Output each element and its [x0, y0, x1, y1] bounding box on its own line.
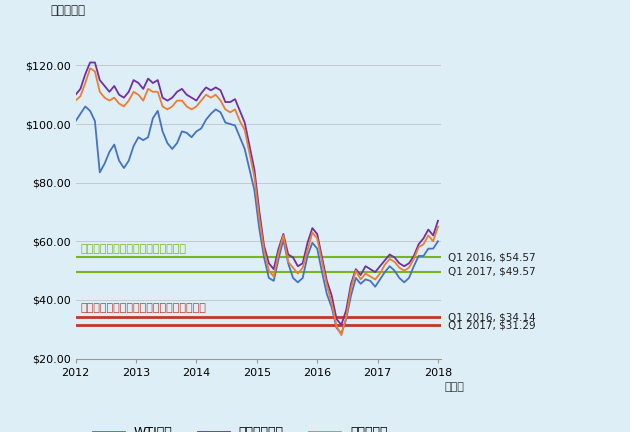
Text: 新規掘削坑井の損益分岐点原油価格: 新規掘削坑井の損益分岐点原油価格	[81, 244, 186, 254]
Text: Q1 2016, $54.57: Q1 2016, $54.57	[448, 252, 536, 262]
Text: Q1 2017, $31.29: Q1 2017, $31.29	[448, 321, 536, 330]
Text: 生産井の操業費をカバーできる限界コスト: 生産井の操業費をカバーできる限界コスト	[81, 303, 206, 313]
Text: Q1 2017, $49.57: Q1 2017, $49.57	[448, 267, 536, 277]
Text: Q1 2016, $34.14: Q1 2016, $34.14	[448, 312, 536, 322]
Text: （年）: （年）	[445, 381, 464, 391]
Legend: WTI原油, ブレント原油, ドバイ原油: WTI原油, ブレント原油, ドバイ原油	[88, 421, 392, 432]
Text: 単位：価格: 単位：価格	[50, 4, 85, 17]
